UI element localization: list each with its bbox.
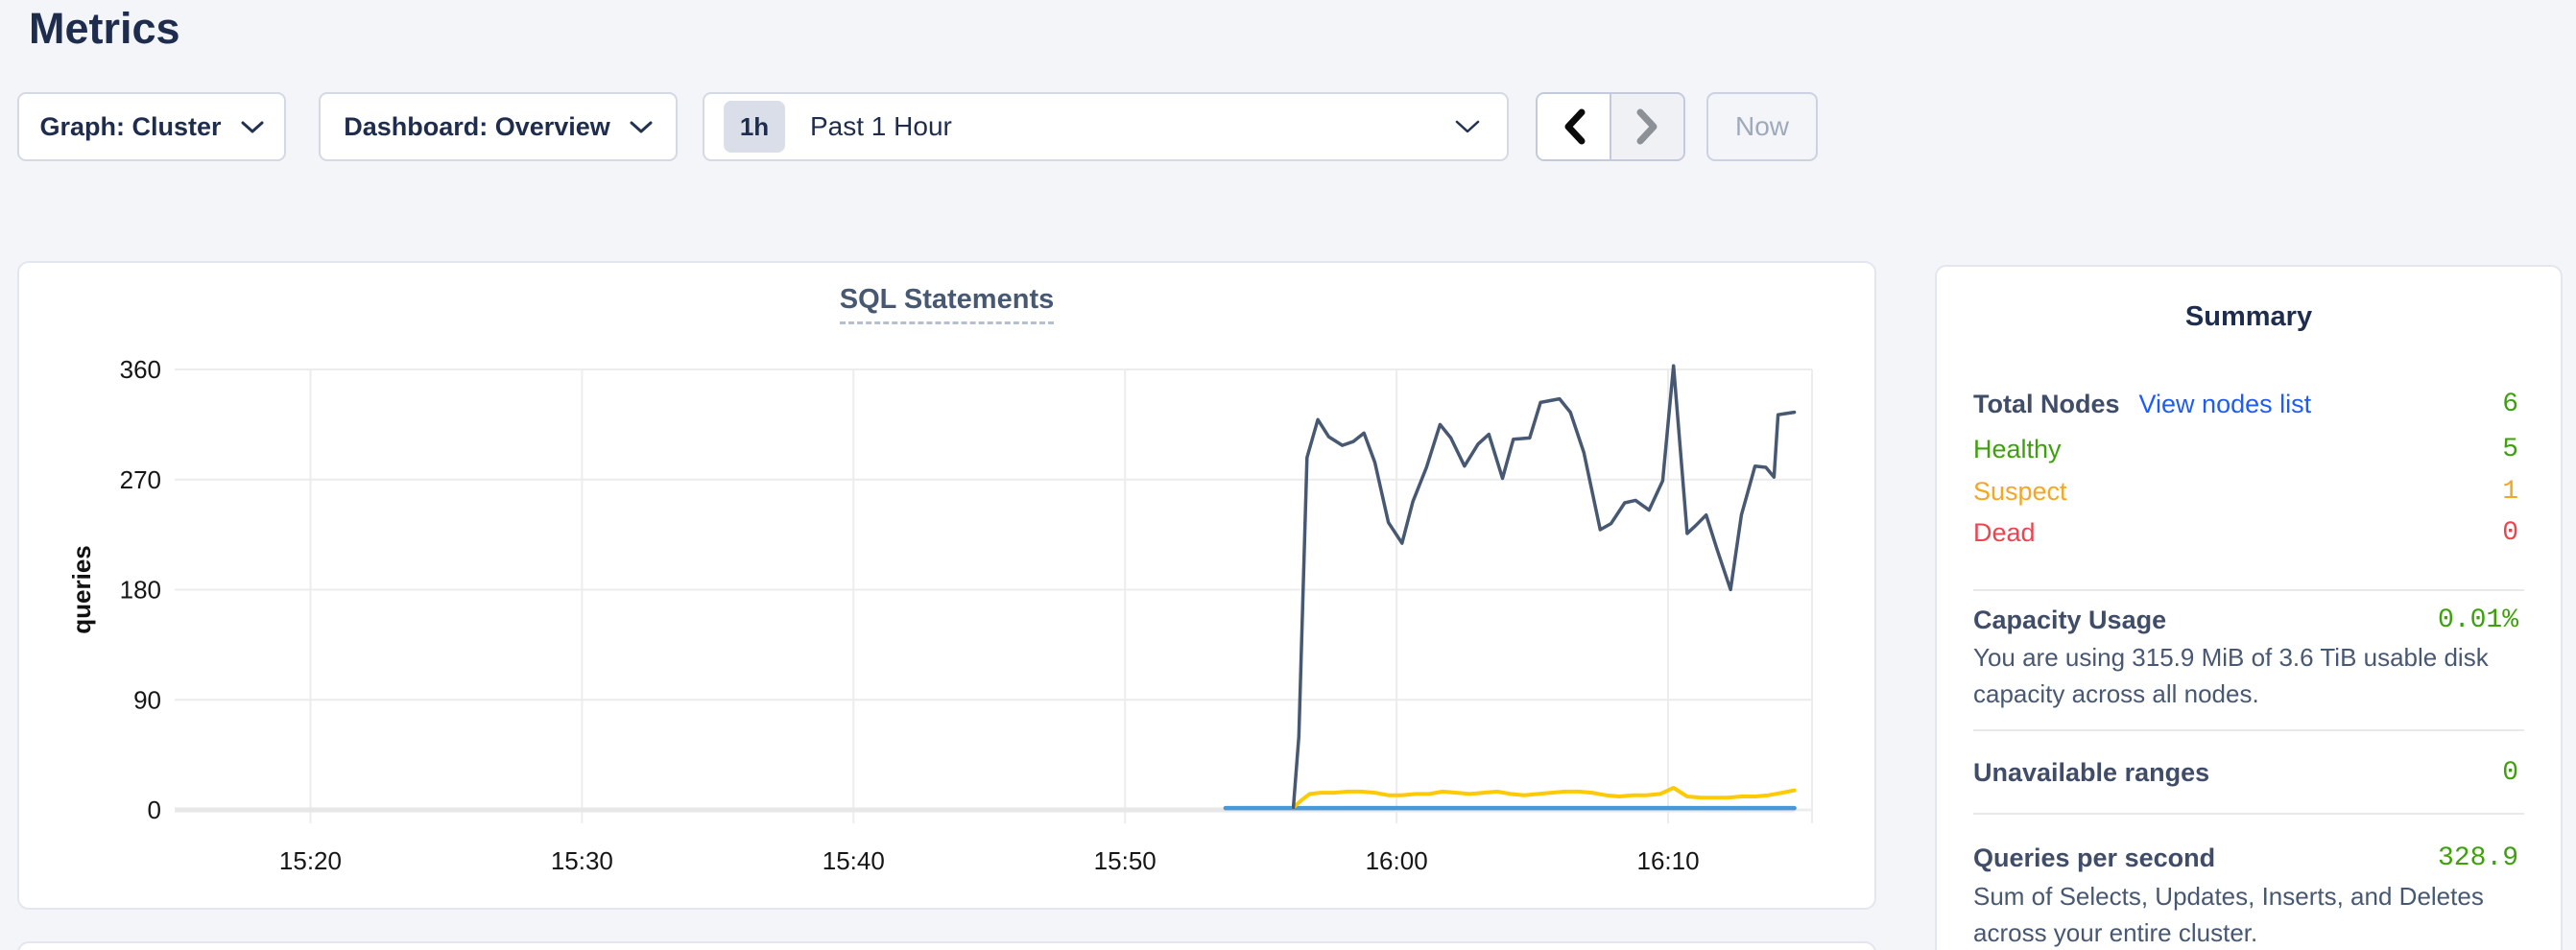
chevron-left-icon bbox=[1562, 108, 1586, 145]
suspect-nodes-label: Suspect bbox=[1973, 476, 2067, 506]
chevron-down-icon bbox=[630, 120, 653, 134]
time-window-label: Past 1 Hour bbox=[810, 111, 952, 141]
time-window-badge: 1h bbox=[724, 101, 785, 153]
capacity-usage-description: You are using 315.9 MiB of 3.6 TiB usabl… bbox=[1973, 643, 2489, 708]
sql-statements-chart-plot[interactable]: 0 90 180 270 360 15:20 15:30 15:40 15:50 16:00 16:… bbox=[19, 263, 1878, 912]
unavailable-ranges-label: Unavailable ranges bbox=[1973, 757, 2210, 787]
svg-text:15:40: 15:40 bbox=[823, 846, 885, 875]
suspect-nodes-row: Suspect 1 bbox=[1973, 472, 2518, 511]
chart-title[interactable]: SQL Statements bbox=[839, 284, 1055, 324]
total-nodes-label: Total Nodes bbox=[1973, 389, 2120, 418]
page-title: Metrics bbox=[29, 4, 180, 53]
next-chart-card-partial bbox=[17, 941, 1876, 950]
queries-per-second-value: 328.9 bbox=[2437, 843, 2518, 873]
now-button[interactable]: Now bbox=[1706, 92, 1818, 161]
divider bbox=[1973, 729, 2524, 731]
chevron-down-icon bbox=[241, 120, 264, 134]
queries-per-second-row: Queries per second 328.9 bbox=[1973, 839, 2518, 877]
view-nodes-list-link[interactable]: View nodes list bbox=[2138, 389, 2312, 418]
svg-text:15:20: 15:20 bbox=[279, 846, 342, 875]
dashboard-dropdown[interactable]: Dashboard: Overview bbox=[319, 92, 678, 161]
summary-panel: Summary Total Nodes View nodes list 6 He… bbox=[1935, 265, 2563, 950]
total-nodes-value: 6 bbox=[2502, 389, 2518, 419]
dead-nodes-row: Dead 0 bbox=[1973, 513, 2518, 552]
dashboard-dropdown-label: Dashboard: Overview bbox=[344, 111, 610, 141]
svg-text:16:10: 16:10 bbox=[1637, 846, 1700, 875]
svg-text:queries: queries bbox=[67, 545, 96, 634]
chevron-right-icon bbox=[1635, 108, 1660, 145]
divider bbox=[1973, 589, 2524, 591]
dead-nodes-value: 0 bbox=[2502, 517, 2518, 548]
healthy-nodes-label: Healthy bbox=[1973, 434, 2062, 463]
unavailable-ranges-value: 0 bbox=[2502, 757, 2518, 788]
graph-dropdown[interactable]: Graph: Cluster bbox=[17, 92, 286, 161]
svg-text:180: 180 bbox=[120, 576, 161, 605]
previous-timespan-button[interactable] bbox=[1538, 94, 1610, 159]
next-timespan-button[interactable] bbox=[1610, 94, 1683, 159]
svg-text:0: 0 bbox=[148, 796, 161, 824]
graph-dropdown-label: Graph: Cluster bbox=[39, 111, 222, 141]
svg-text:90: 90 bbox=[133, 685, 161, 714]
healthy-nodes-row: Healthy 5 bbox=[1973, 430, 2518, 468]
divider bbox=[1973, 813, 2524, 815]
queries-per-second-label: Queries per second bbox=[1973, 843, 2216, 872]
queries-per-second-description: Sum of Selects, Updates, Inserts, and De… bbox=[1973, 882, 2484, 947]
svg-text:15:30: 15:30 bbox=[551, 846, 613, 875]
dead-nodes-label: Dead bbox=[1973, 517, 2036, 547]
chevron-down-icon bbox=[1455, 119, 1480, 134]
svg-text:270: 270 bbox=[120, 465, 161, 494]
svg-text:360: 360 bbox=[120, 355, 161, 384]
svg-text:16:00: 16:00 bbox=[1366, 846, 1428, 875]
unavailable-ranges-row: Unavailable ranges 0 bbox=[1973, 753, 2518, 792]
capacity-usage-row: Capacity Usage 0.01% bbox=[1973, 601, 2518, 639]
time-range-arrows bbox=[1536, 92, 1685, 161]
time-window-selector[interactable]: 1h Past 1 Hour bbox=[703, 92, 1509, 161]
suspect-nodes-value: 1 bbox=[2502, 476, 2518, 507]
summary-title: Summary bbox=[2184, 301, 2313, 332]
healthy-nodes-value: 5 bbox=[2502, 434, 2518, 464]
capacity-usage-label: Capacity Usage bbox=[1973, 605, 2167, 634]
sql-statements-chart-card: SQL Statements 0 90 180 270 360 15:20 15:30 15:… bbox=[17, 261, 1876, 910]
total-nodes-row: Total Nodes View nodes list 6 bbox=[1973, 385, 2518, 423]
svg-text:15:50: 15:50 bbox=[1094, 846, 1157, 875]
capacity-usage-value: 0.01% bbox=[2437, 605, 2518, 635]
